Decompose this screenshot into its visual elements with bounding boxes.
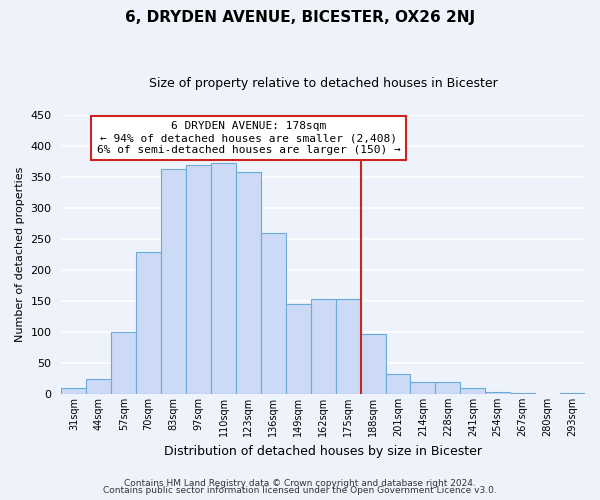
Bar	[560, 393, 585, 394]
Bar	[136, 252, 161, 394]
Bar	[311, 299, 335, 394]
Bar	[61, 388, 86, 394]
Bar	[510, 393, 535, 394]
X-axis label: Distribution of detached houses by size in Bicester: Distribution of detached houses by size …	[164, 444, 482, 458]
Bar	[236, 172, 261, 394]
Bar	[386, 374, 410, 394]
Bar	[410, 382, 436, 394]
Bar	[186, 165, 211, 394]
Bar	[335, 299, 361, 394]
Text: 6, DRYDEN AVENUE, BICESTER, OX26 2NJ: 6, DRYDEN AVENUE, BICESTER, OX26 2NJ	[125, 10, 475, 25]
Title: Size of property relative to detached houses in Bicester: Size of property relative to detached ho…	[149, 78, 497, 90]
Bar	[436, 382, 460, 394]
Bar	[86, 378, 111, 394]
Bar	[361, 334, 386, 394]
Bar	[161, 169, 186, 394]
Bar	[485, 392, 510, 394]
Text: Contains HM Land Registry data © Crown copyright and database right 2024.: Contains HM Land Registry data © Crown c…	[124, 478, 476, 488]
Bar	[286, 304, 311, 394]
Bar	[460, 388, 485, 394]
Y-axis label: Number of detached properties: Number of detached properties	[15, 167, 25, 342]
Text: 6 DRYDEN AVENUE: 178sqm
← 94% of detached houses are smaller (2,408)
6% of semi-: 6 DRYDEN AVENUE: 178sqm ← 94% of detache…	[97, 122, 400, 154]
Text: Contains public sector information licensed under the Open Government Licence v3: Contains public sector information licen…	[103, 486, 497, 495]
Bar	[211, 163, 236, 394]
Bar	[111, 332, 136, 394]
Bar	[261, 233, 286, 394]
